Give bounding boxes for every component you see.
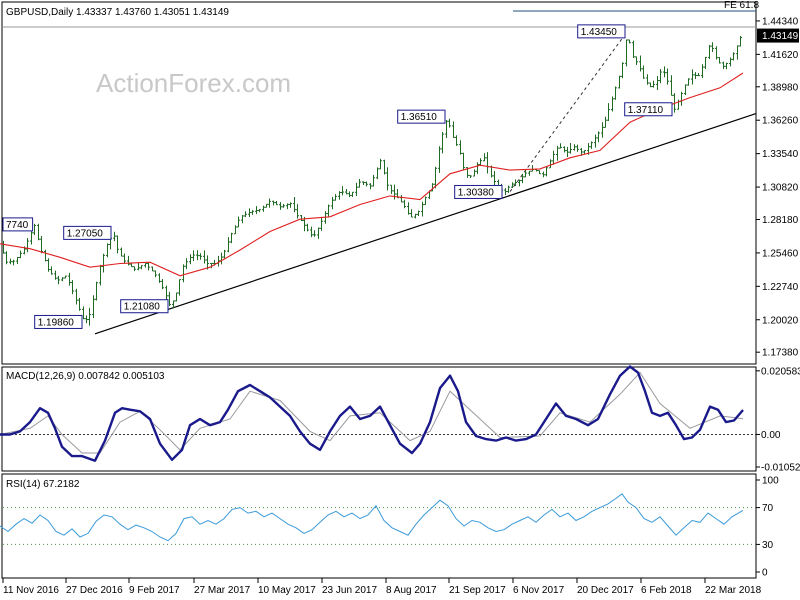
price-y-tick-label: 1.22740 [762, 282, 799, 293]
pivot-label-box [454, 184, 503, 199]
pivot-label-box [577, 24, 626, 39]
x-tick-label: 22 Mar 2018 [705, 585, 762, 596]
rsi-plot [0, 493, 756, 545]
rsi-y-tick-label: 70 [762, 503, 774, 514]
pivot-label: 1.27050 [63, 225, 112, 240]
support-trendline [94, 113, 757, 335]
macd-y-tick-label: 0.020583 [761, 366, 800, 377]
watermark: ActionForex.com [96, 68, 291, 98]
pivot-label-text: 1.27050 [67, 228, 104, 239]
pivot-label-text: 1.37110 [628, 105, 664, 116]
x-tick-label: 9 Feb 2017 [129, 585, 180, 596]
rsi-panel-frame [1, 473, 757, 579]
macd-y-tick-label: 0.00 [761, 430, 781, 441]
macd-y-tick-label: -0.010529 [761, 462, 800, 473]
rsi-y-tick-label: 0 [762, 568, 768, 579]
pivot-label: 1.37110 [624, 102, 673, 117]
pivot-label-text: 7740 [6, 220, 29, 231]
pivot-label: 7740 [2, 217, 34, 232]
pivot-label-box [397, 109, 446, 124]
macd-plot [0, 365, 756, 462]
current-price-box [757, 28, 799, 43]
x-tick-label: 8 Aug 2017 [386, 585, 437, 596]
x-tick-label: 6 Nov 2017 [513, 585, 565, 596]
symbol-ohlc-header: GBPUSD,Daily 1.43337 1.43760 1.43051 1.4… [6, 7, 229, 18]
macd-title: MACD(12,26,9) 0.007842 0.005103 [6, 371, 165, 382]
rsi-title: RSI(14) 67.2182 [6, 479, 80, 490]
price-y-tick-label: 1.41620 [762, 50, 799, 61]
price-y-tick-label: 1.33540 [762, 149, 799, 160]
date-x-axis: 11 Nov 2016 27 Dec 2016 9 Feb 2017 27 Mar 2… [2, 578, 762, 596]
price-y-tick-label: 1.30820 [762, 183, 799, 194]
fe-61-8-label: FE 61.8 [724, 0, 759, 11]
macd-panel: MACD(12,26,9) 0.007842 0.005103 0.020583… [0, 365, 800, 473]
price-y-tick-label: 1.38980 [762, 82, 799, 93]
x-tick-label: 6 Feb 2018 [641, 585, 692, 596]
x-tick-label: 10 May 2017 [258, 585, 316, 596]
pivot-label: 1.36510 [397, 109, 446, 124]
price-panel-frame [1, 1, 757, 365]
price-y-tick-label: 1.28180 [762, 215, 799, 226]
x-tick-label: 21 Sep 2017 [449, 585, 506, 596]
rsi-y-axis: 100 70 30 0 [756, 476, 779, 579]
pivot-label-text: 1.43450 [581, 27, 618, 38]
x-tick-label: 23 Jun 2017 [322, 585, 377, 596]
macd-y-axis: 0.020583 0.00 -0.010529 [756, 366, 800, 473]
pivot-label-text: 1.19860 [38, 317, 75, 328]
price-y-tick-label: 1.20020 [762, 315, 799, 326]
macd-signal-line [0, 371, 744, 454]
x-tick-label: 27 Mar 2017 [194, 585, 251, 596]
macd-panel-frame [1, 366, 757, 472]
price-plot: FE 61.8 7740 1.27050 1.19860 1.21080 1.36510 1… [0, 0, 759, 335]
x-tick-label: 27 Dec 2016 [66, 585, 123, 596]
x-tick-label: 11 Nov 2016 [3, 585, 59, 596]
rsi-panel: RSI(14) 67.2182 100 70 30 0 [0, 473, 779, 579]
price-y-tick-label: 1.36260 [762, 116, 799, 127]
pivot-label: 1.21080 [120, 299, 169, 314]
price-y-tick-label: 1.44340 [762, 16, 799, 27]
pivot-label: 1.19860 [34, 314, 83, 329]
pivot-label-text: 1.21080 [124, 302, 161, 313]
pivot-label-box [34, 314, 83, 329]
pivot-label-text: 1.30380 [458, 187, 495, 198]
pivot-label-box [120, 299, 169, 314]
price-y-axis: 1.44340 1.41620 1.38980 1.36260 1.33540 1.308… [756, 16, 799, 359]
x-tick-label: 20 Dec 2017 [577, 585, 634, 596]
pivot-label-box [2, 217, 34, 232]
price-panel: ActionForex.com GBPUSD,Daily 1.43337 1.4… [0, 0, 799, 365]
rsi-line [0, 493, 744, 542]
pivot-label: 1.43450 [577, 24, 626, 39]
projection-dashed-line [509, 31, 628, 192]
rsi-y-tick-label: 100 [762, 476, 779, 487]
pivot-label-box [63, 225, 112, 240]
rsi-y-tick-label: 30 [762, 540, 774, 551]
moving-average-line [0, 72, 744, 277]
price-y-tick-label: 1.25460 [762, 248, 799, 259]
current-price-label: 1.43149 [762, 31, 799, 42]
pivot-label-text: 1.36510 [401, 112, 438, 123]
pivot-label-box [624, 102, 673, 117]
macd-line [0, 365, 744, 462]
pivot-label: 1.30380 [454, 184, 503, 199]
price-y-tick-label: 1.17380 [762, 348, 799, 359]
